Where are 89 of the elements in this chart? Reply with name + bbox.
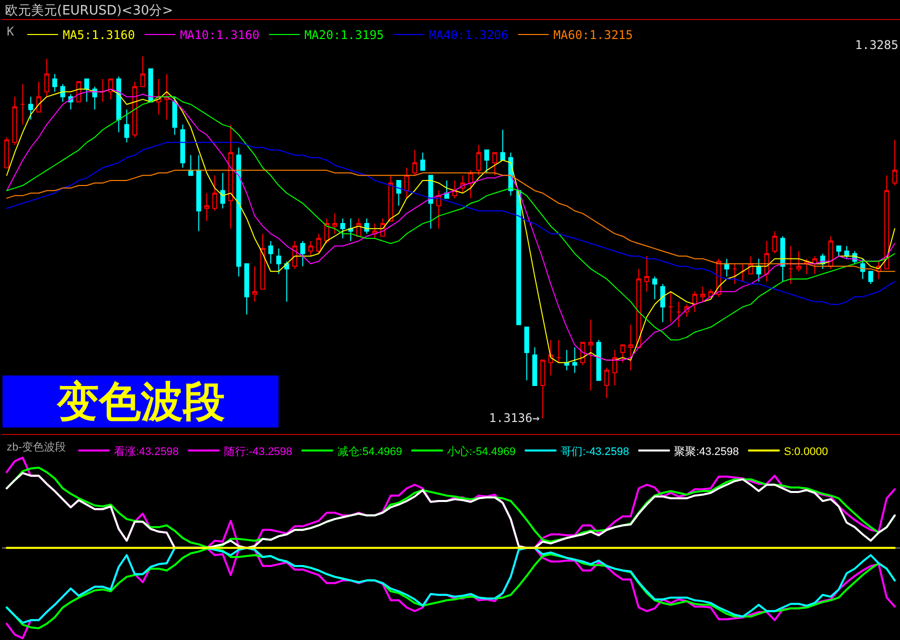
candlestick <box>780 236 786 282</box>
candlestick <box>868 270 874 285</box>
candlestick <box>692 291 698 312</box>
candlestick <box>92 86 98 110</box>
candlestick <box>12 96 18 146</box>
candlestick <box>36 81 42 112</box>
candlestick <box>20 84 26 126</box>
candlestick <box>124 108 130 143</box>
candlestick <box>604 367 610 399</box>
candlestick <box>588 319 594 392</box>
candlestick <box>700 286 706 302</box>
candlestick <box>788 246 794 285</box>
candlestick <box>484 150 490 174</box>
candlestick <box>652 276 658 300</box>
candlestick <box>300 240 306 267</box>
candlestick <box>428 174 434 230</box>
candlestick <box>196 154 202 232</box>
legend-title: K <box>6 24 15 39</box>
text: 1.3285 <box>855 38 898 52</box>
candlestick <box>612 349 618 386</box>
candlestick <box>228 124 234 230</box>
candlestick <box>556 339 562 364</box>
candlestick <box>564 349 570 371</box>
candlestick <box>180 124 186 168</box>
candlestick <box>164 73 170 120</box>
candlestick <box>284 260 290 302</box>
candlestick <box>340 218 346 239</box>
candlestick <box>756 258 762 282</box>
candlestick <box>644 256 650 292</box>
candlestick <box>308 240 314 257</box>
candlestick <box>668 291 674 323</box>
candlestick <box>660 284 666 323</box>
legend-label: MA10:1.3160 <box>180 28 260 42</box>
candlestick <box>436 190 442 230</box>
candlestick <box>620 344 626 364</box>
candlestick <box>52 73 58 92</box>
candlestick <box>4 136 10 168</box>
candlestick <box>420 152 426 171</box>
candlestick <box>204 192 210 222</box>
candlestick <box>332 212 338 234</box>
candlestick <box>676 301 682 328</box>
candlestick <box>476 144 482 176</box>
candlestick <box>532 346 538 386</box>
legend-label: 小心:-54.4969 <box>447 444 516 458</box>
candlestick <box>84 78 90 102</box>
candlestick <box>220 172 226 209</box>
candlestick <box>316 233 322 254</box>
candlestick <box>740 263 746 282</box>
candlestick <box>252 266 258 302</box>
candlestick <box>628 324 634 371</box>
candlestick <box>572 346 578 374</box>
candlestick <box>188 154 194 176</box>
candlestick <box>396 180 402 206</box>
candlestick <box>492 152 498 176</box>
legend-label: 看涨:43.2598 <box>114 444 179 458</box>
legend-label: 哥们:-43.2598 <box>560 446 630 458</box>
candlestick <box>836 246 842 257</box>
legend-label: MA20:1.3195 <box>304 28 384 42</box>
candlestick <box>212 174 218 212</box>
legend-label: 减仓:54.4969 <box>337 444 402 458</box>
annotation: 变色波段 <box>56 377 225 426</box>
candlestick <box>772 230 778 254</box>
chart-title: 欧元美元(EURUSD)<30分> <box>5 2 174 19</box>
candlestick <box>60 84 66 102</box>
candlestick <box>44 58 50 98</box>
legend-label: MA40:1.3206 <box>428 28 508 42</box>
candlestick <box>412 150 418 176</box>
candlestick <box>724 258 730 277</box>
candlestick <box>892 139 898 186</box>
candlestick <box>28 96 34 120</box>
candlestick <box>348 218 354 242</box>
candlestick <box>732 263 738 285</box>
candlestick <box>548 339 554 376</box>
candlestick <box>244 263 250 315</box>
legend-label: MA60:1.3215 <box>553 28 633 42</box>
candlestick <box>540 360 546 419</box>
candlestick <box>500 129 506 161</box>
candlestick <box>524 326 530 381</box>
candlestick <box>796 250 802 272</box>
candlestick <box>276 248 282 274</box>
candlestick <box>372 223 378 239</box>
legend-label: MA5:1.3160 <box>62 28 135 42</box>
annotation: 1.3136→ <box>489 411 540 425</box>
legend-label: S:0.0000 <box>784 446 828 458</box>
legend-label: 随行:-43.2598 <box>224 446 292 458</box>
chart-title: zb-变色波段 <box>6 440 66 454</box>
legend-label: 聚聚:43.2598 <box>674 446 739 458</box>
candlestick <box>140 56 146 88</box>
candlestick <box>268 240 274 264</box>
